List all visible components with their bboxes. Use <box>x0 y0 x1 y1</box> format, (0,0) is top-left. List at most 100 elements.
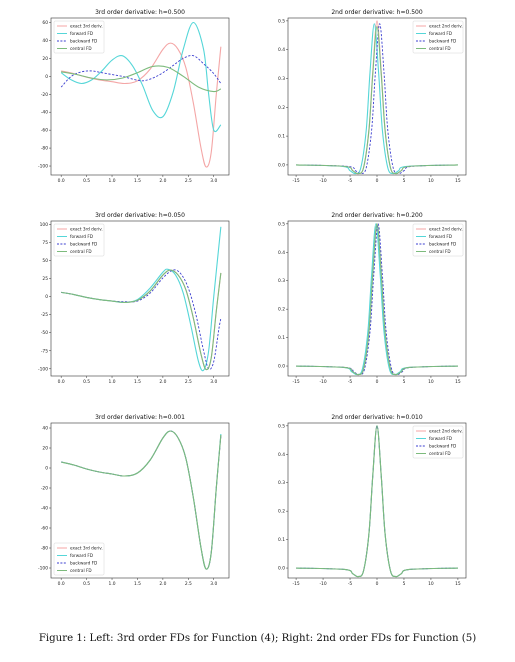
x-tick-label: 0 <box>376 379 379 385</box>
chart-title: 3rd order derivative: h=0.500 <box>95 9 185 16</box>
y-tick-label: -25 <box>41 312 48 318</box>
chart-title: 2nd order derivative: h=0.010 <box>331 414 422 421</box>
series-line-forward-fd <box>296 23 458 175</box>
x-tick-label: 2.0 <box>159 581 166 587</box>
y-tick-label: 0.1 <box>278 335 285 341</box>
legend: exact 2nd deriv. forward FD backward FD cen… <box>412 425 464 459</box>
series-group <box>296 425 458 578</box>
x-tick-label: 0.5 <box>83 581 90 587</box>
chart-panel-5: 3rd order derivative: h=0.001 0.0 0.5 1.0 1.… <box>38 414 230 587</box>
plot-frame <box>50 17 230 176</box>
y-tick-label: 0.2 <box>278 307 285 313</box>
y-tick-label: 40 <box>42 38 48 44</box>
legend-label: forward FD <box>429 436 452 441</box>
y-tick-label: -40 <box>41 506 48 512</box>
legend-label: backward FD <box>429 444 456 449</box>
x-tick-label: -5 <box>348 379 353 385</box>
series-line-central-fd <box>296 26 458 175</box>
series-line-backward-fd <box>60 55 222 88</box>
legend: exact 2nd deriv. forward FD backward FD cen… <box>412 223 464 257</box>
y-tick-label: 0.4 <box>278 250 285 256</box>
y-tick-label: 0.5 <box>278 221 285 227</box>
legend-label: forward FD <box>429 31 452 36</box>
legend: exact 3rd deriv. forward FD backward FD cen… <box>53 223 105 257</box>
legend-box <box>53 542 105 576</box>
x-tick-label: -10 <box>319 581 326 587</box>
y-tick-label: 0.0 <box>278 162 285 168</box>
chart-panel-3: 3rd order derivative: h=0.050 0.0 0.5 1.0 1.… <box>38 212 230 385</box>
legend-label: forward FD <box>70 31 93 36</box>
y-tick-label: 0.0 <box>278 566 285 572</box>
y-tick-label: 50 <box>42 258 48 264</box>
series-line-central-fd <box>61 65 222 93</box>
y-tick-label: 0.5 <box>278 423 285 429</box>
legend-box <box>412 223 464 257</box>
chart-title: 3rd order derivative: h=0.001 <box>95 414 185 421</box>
series-line-central-fd <box>61 430 222 570</box>
y-tick-label: 0.4 <box>278 47 285 53</box>
x-tick-label: -5 <box>348 581 353 587</box>
y-tick-label: -20 <box>41 92 48 98</box>
y-tick-label: 0.2 <box>278 105 285 111</box>
legend: exact 2nd deriv. forward FD backward FD cen… <box>412 20 464 54</box>
y-tick-label: 0 <box>45 294 48 300</box>
x-tick-label: 1.5 <box>134 379 141 385</box>
y-tick-label: 0.1 <box>278 537 285 543</box>
x-tick-label: 1.0 <box>109 581 116 587</box>
legend-label: central FD <box>70 46 92 51</box>
y-tick-label: 75 <box>42 240 48 246</box>
x-tick-label: 0 <box>376 178 379 184</box>
x-tick-label: 5 <box>403 379 406 385</box>
y-tick-label: -80 <box>41 146 48 152</box>
y-tick-label: -20 <box>41 486 48 492</box>
series-group <box>296 20 458 175</box>
x-tick-label: -10 <box>319 379 326 385</box>
y-tick-label: 40 <box>42 426 48 432</box>
chart-panel-6: 2nd order derivative: h=0.010 -15 -10 -5 0 5 1… <box>278 414 467 587</box>
y-tick-label: 100 <box>40 222 49 228</box>
x-tick-label: 2.5 <box>185 178 192 184</box>
legend-label: exact 3rd deriv. <box>70 24 103 29</box>
legend-label: backward FD <box>70 39 97 44</box>
y-tick-label: -40 <box>41 110 48 116</box>
legend-box <box>53 223 105 257</box>
chart-title: 2nd order derivative: h=0.200 <box>331 212 422 219</box>
x-tick-label: 3.0 <box>210 581 217 587</box>
y-tick-label: 25 <box>42 276 48 282</box>
x-tick-label: -15 <box>293 379 300 385</box>
y-tick-label: -80 <box>41 546 48 552</box>
x-tick-label: 2.5 <box>185 581 192 587</box>
series-line-exact-3rd-deriv- <box>61 42 222 168</box>
series-line-forward-fd <box>296 223 458 376</box>
x-tick-label: 3.0 <box>210 379 217 385</box>
y-tick-label: -50 <box>41 330 48 336</box>
y-tick-label: 0.4 <box>278 452 285 458</box>
x-tick-label: 5 <box>403 581 406 587</box>
x-tick-label: 3.0 <box>210 178 217 184</box>
legend-label: central FD <box>429 451 451 456</box>
x-tick-label: -10 <box>319 178 326 184</box>
x-tick-label: 15 <box>455 581 461 587</box>
series-line-central-fd <box>61 269 222 371</box>
x-tick-label: 10 <box>428 379 434 385</box>
y-tick-label: -100 <box>38 164 48 170</box>
chart-panel-1: 3rd order derivative: h=0.500 0.0 0.5 1.0 1.… <box>38 9 230 184</box>
x-tick-label: 0.5 <box>83 379 90 385</box>
y-tick-label: 0 <box>45 466 48 472</box>
series-line-forward-fd <box>60 21 222 133</box>
legend-label: exact 2nd deriv. <box>429 227 463 232</box>
x-tick-label: 2.0 <box>159 379 166 385</box>
chart-panel-2: 2nd order derivative: h=0.500 -15 -10 -5 0 5 1… <box>278 9 467 184</box>
chart-panel-4: 2nd order derivative: h=0.200 -15 -10 -5 0 5 1… <box>278 212 467 385</box>
y-tick-label: 60 <box>42 20 48 26</box>
legend-box <box>412 425 464 459</box>
x-tick-label: 10 <box>428 178 434 184</box>
y-tick-label: 0.5 <box>278 18 285 24</box>
legend-box <box>412 20 464 54</box>
x-tick-label: 2.5 <box>185 379 192 385</box>
legend-label: forward FD <box>429 234 452 239</box>
legend-label: backward FD <box>429 39 456 44</box>
x-tick-label: 0.0 <box>58 379 65 385</box>
legend-label: forward FD <box>70 234 93 239</box>
